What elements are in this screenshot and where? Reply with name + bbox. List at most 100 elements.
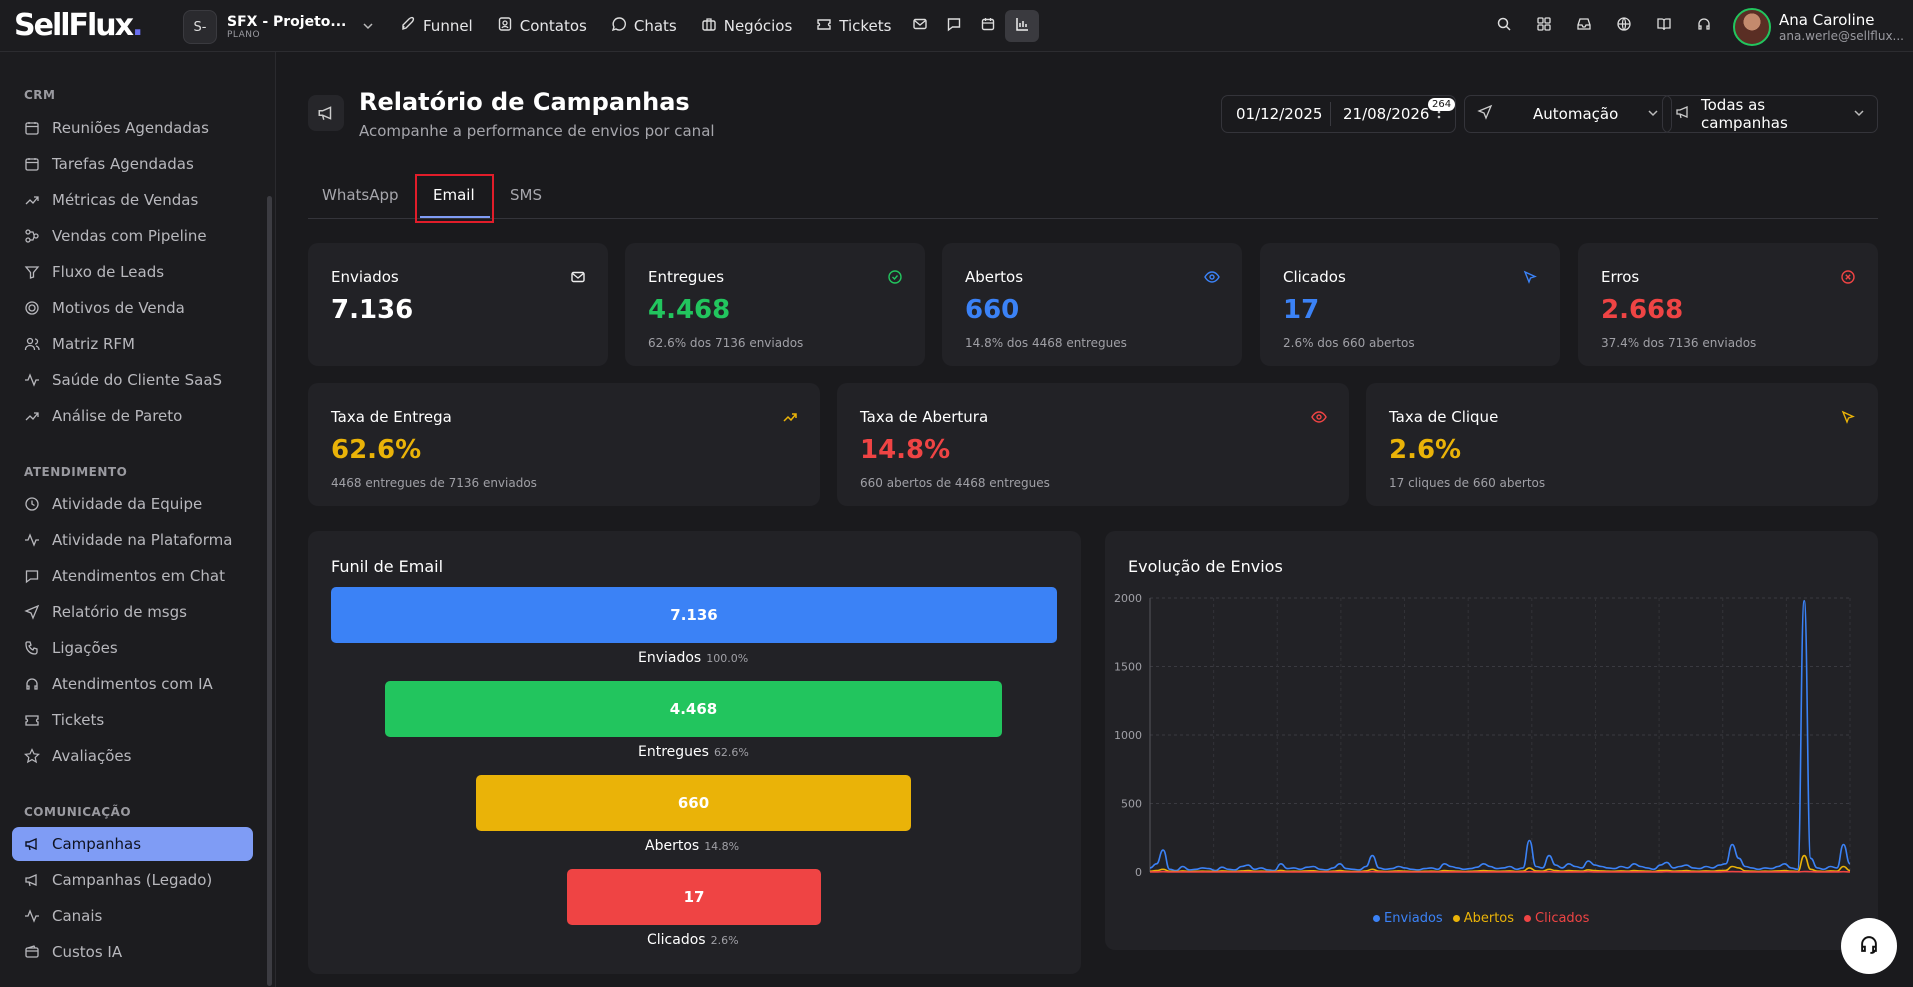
legend-item-abertos[interactable]: Abertos [1452, 911, 1514, 926]
sidebar-section-crm: CRM [24, 88, 56, 102]
star-icon [24, 748, 40, 764]
sidebar-item-atividade-na-plataforma[interactable]: Atividade na Plataforma [12, 523, 253, 557]
sidebar-scrollbar[interactable] [267, 196, 272, 986]
reports-nav-button[interactable] [1005, 10, 1040, 42]
sidebar-item-fluxo-de-leads[interactable]: Fluxo de Leads [12, 255, 253, 289]
sidebar-item-relatorio-de-msgs[interactable]: Relatório de msgs [12, 595, 253, 629]
user-menu[interactable]: Ana Caroline ana.werle@sellflux... [1733, 8, 1904, 46]
sidebar-item-ligacoes[interactable]: Ligações [12, 631, 253, 665]
docs-button[interactable] [1648, 10, 1680, 42]
messages-nav-button[interactable] [937, 10, 971, 42]
sidebar-item-saude-do-cliente-saas[interactable]: Saúde do Cliente SaaS [12, 363, 253, 397]
tab-whatsapp[interactable]: WhatsApp [322, 186, 399, 204]
mail-nav-button[interactable] [903, 10, 937, 42]
sidebar: CRM Reuniões Agendadas Tarefas Agendadas… [0, 52, 276, 987]
y-tick-label: 1000 [1114, 729, 1142, 742]
funnel-stage-name: Abertos [645, 838, 700, 854]
channel-tabs: WhatsApp Email SMS [308, 174, 1878, 219]
rate-sub: 17 cliques de 660 abertos [1389, 476, 1546, 490]
sidebar-item-reunioes-agendadas[interactable]: Reuniões Agendadas [12, 111, 253, 145]
help-chat-button[interactable] [1841, 918, 1897, 974]
funnel-label-enviados: Enviados 100.0% [638, 650, 748, 666]
nav-tickets[interactable]: Tickets [804, 10, 903, 42]
pipeline-icon [25, 229, 39, 243]
filter-icon [24, 266, 40, 279]
date-end[interactable]: 21/08/2026 [1343, 105, 1430, 123]
sidebar-item-analise-de-pareto[interactable]: Análise de Pareto [12, 399, 253, 433]
sidebar-item-label: Tickets [52, 711, 105, 729]
stat-value: 4.468 [648, 295, 731, 325]
project-selector[interactable]: S- SFX - Projeto... PLANO [183, 10, 374, 44]
stat-label: Clicados [1283, 268, 1346, 286]
send-icon [24, 604, 40, 620]
activity-icon [25, 533, 39, 547]
chart-legend: Enviados Abertos Clicados [1373, 911, 1589, 926]
support-button[interactable] [1688, 10, 1720, 42]
stat-sub: 14.8% dos 4468 entregues [965, 336, 1127, 350]
x-tick-label: 23/01 [1198, 878, 1230, 880]
legend-item-enviados[interactable]: Enviados [1373, 911, 1443, 926]
sellflux-logo[interactable]: SellFlux. [14, 8, 144, 43]
megaphone-icon [1675, 104, 1691, 124]
megaphone-icon [25, 837, 37, 851]
sidebar-item-vendas-com-pipeline[interactable]: Vendas com Pipeline [12, 219, 253, 253]
tab-sms[interactable]: SMS [510, 186, 542, 204]
sidebar-item-campanhas-legado[interactable]: Campanhas (Legado) [12, 863, 253, 897]
search-button[interactable] [1488, 10, 1520, 42]
nav-contatos[interactable]: Contatos [485, 10, 599, 42]
campaigns-dropdown[interactable]: Todas as campanhas [1662, 95, 1878, 133]
automation-dropdown[interactable]: Automação [1464, 95, 1672, 133]
sidebar-item-matriz-rfm[interactable]: Matriz RFM [12, 327, 253, 361]
check-circle-icon [887, 269, 903, 289]
sidebar-item-label: Vendas com Pipeline [52, 227, 207, 245]
nav-chats-label: Chats [633, 17, 677, 35]
date-range-picker[interactable]: 01/12/2025 21/08/2026 [1221, 95, 1456, 133]
funnel-title: Funil de Email [331, 557, 444, 576]
rate-label: Taxa de Clique [1389, 408, 1499, 426]
tab-email[interactable]: Email [433, 186, 475, 204]
nav-chats[interactable]: Chats [599, 10, 689, 42]
legend-label: Clicados [1535, 911, 1590, 926]
sidebar-item-tickets[interactable]: Tickets [12, 703, 253, 737]
sidebar-item-avaliacoes[interactable]: Avaliações [12, 739, 253, 773]
calendar-nav-button[interactable] [971, 10, 1005, 42]
activity-icon [25, 909, 39, 923]
language-button[interactable] [1608, 10, 1640, 42]
legend-label: Enviados [1384, 911, 1443, 926]
sidebar-section-comunicacao: COMUNICAÇÃO [24, 805, 132, 819]
legend-item-clicados[interactable]: Clicados [1524, 911, 1589, 926]
sidebar-item-label: Atendimentos com IA [52, 675, 213, 693]
cursor-icon [1840, 409, 1856, 429]
funnel-label-entregues: Entregues 62.6% [638, 744, 749, 760]
rocket-icon [400, 16, 416, 36]
y-tick-label: 500 [1121, 798, 1142, 811]
date-start[interactable]: 01/12/2025 [1236, 105, 1323, 123]
megaphone-icon [25, 874, 37, 887]
sidebar-item-motivos-de-venda[interactable]: Motivos de Venda [12, 291, 253, 325]
sidebar-item-campanhas[interactable]: Campanhas [12, 827, 253, 861]
y-tick-label: 1500 [1114, 661, 1142, 674]
sidebar-item-label: Matriz RFM [52, 335, 135, 353]
bar-chart-icon [1014, 16, 1030, 36]
nav-funnel[interactable]: Funnel [388, 10, 485, 42]
nav-negocios[interactable]: Negócios [689, 10, 805, 42]
funnel-stage-pct: 62.6% [713, 746, 749, 759]
sidebar-item-atividade-da-equipe[interactable]: Atividade da Equipe [12, 487, 253, 521]
inbox-button[interactable] [1568, 10, 1600, 42]
project-avatar: S- [183, 10, 217, 44]
x-tick-label: 21/08 [1834, 878, 1866, 880]
sidebar-item-label: Fluxo de Leads [52, 263, 165, 281]
apps-button[interactable] [1528, 10, 1560, 42]
headset-icon [1858, 933, 1880, 959]
campaigns-label: Todas as campanhas [1701, 96, 1788, 132]
sidebar-item-metricas-de-vendas[interactable]: Métricas de Vendas [12, 183, 253, 217]
legend-dot [1524, 915, 1532, 922]
funnel-bar-clicados: 17 [567, 869, 821, 925]
sidebar-item-atendimentos-com-ia[interactable]: Atendimentos com IA [12, 667, 253, 701]
sidebar-item-atendimentos-em-chat[interactable]: Atendimentos em Chat [12, 559, 253, 593]
sidebar-item-custos-ia[interactable]: Custos IA [12, 935, 253, 969]
sidebar-item-tarefas-agendadas[interactable]: Tarefas Agendadas [12, 147, 253, 181]
stat-label: Abertos [965, 268, 1024, 286]
y-tick-label: 0 [1135, 866, 1142, 879]
sidebar-item-canais[interactable]: Canais [12, 899, 253, 933]
